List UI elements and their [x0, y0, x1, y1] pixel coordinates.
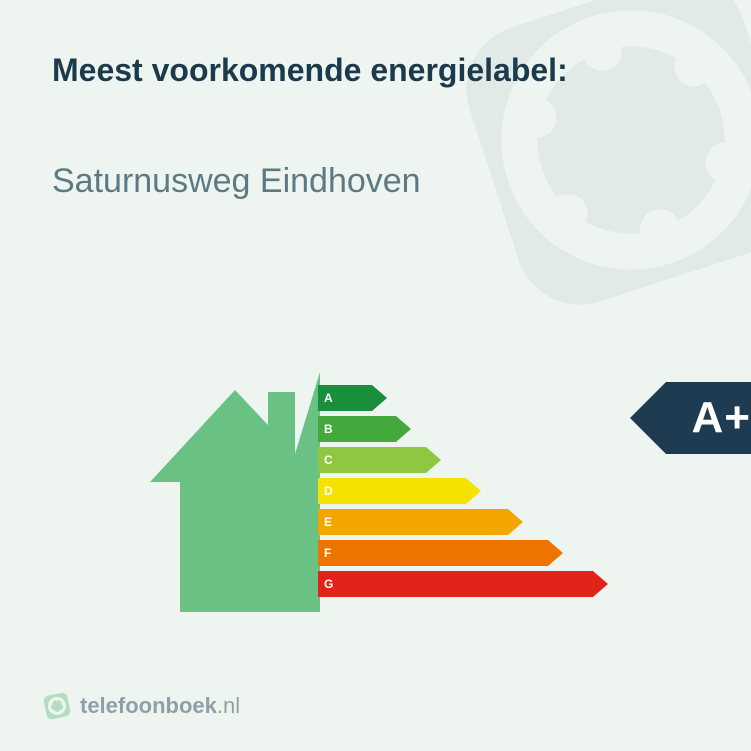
footer-logo-icon	[42, 691, 72, 721]
bar-shape	[318, 447, 441, 473]
footer-brand: telefoonboek.nl	[42, 691, 240, 721]
footer-text: telefoonboek.nl	[80, 693, 240, 719]
bar-letter: C	[324, 447, 333, 473]
rating-badge: A+	[666, 382, 751, 454]
location-subtitle: Saturnusweg Eindhoven	[52, 162, 421, 201]
page-title: Meest voorkomende energielabel:	[52, 52, 568, 89]
bar-letter: F	[324, 540, 331, 566]
bar-shape	[318, 478, 481, 504]
rating-text: A+	[692, 393, 751, 443]
energy-label-chart: A B C D E F G	[150, 372, 600, 612]
house-icon	[150, 372, 320, 612]
bar-letter: B	[324, 416, 333, 442]
bar-shape	[318, 571, 608, 597]
bar-shape	[318, 540, 563, 566]
bar-shape	[318, 509, 523, 535]
bar-letter: G	[324, 571, 333, 597]
bar-letter: E	[324, 509, 332, 535]
footer-brand-light: .nl	[217, 693, 240, 718]
bar-letter: D	[324, 478, 333, 504]
footer-brand-bold: telefoonboek	[80, 693, 217, 718]
bar-letter: A	[324, 385, 333, 411]
